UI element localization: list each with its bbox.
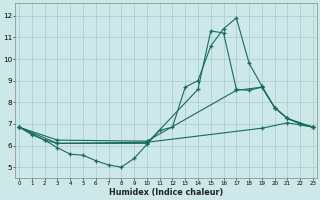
X-axis label: Humidex (Indice chaleur): Humidex (Indice chaleur) (109, 188, 223, 197)
